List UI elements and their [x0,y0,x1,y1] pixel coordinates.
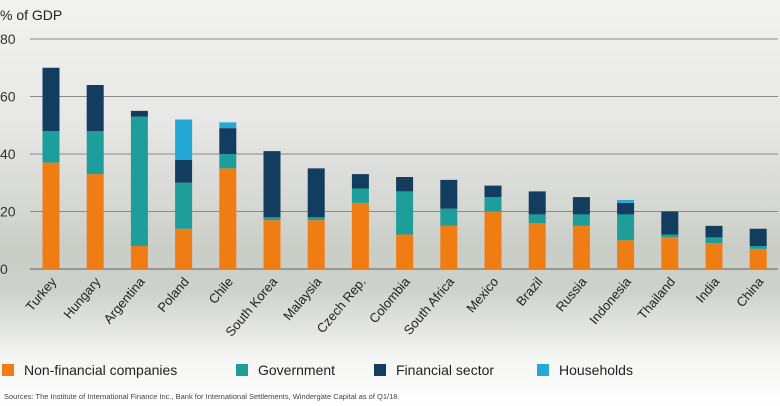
bar-segment [617,240,635,269]
legend-swatch [537,364,549,376]
x-tick-label: Poland [154,274,192,315]
x-tick-label: Turkey [23,274,60,314]
x-tick-label: India [693,274,723,306]
x-tick-label: Mexico [463,274,501,315]
y-axis-tick-labels: 0 20 40 60 80 [0,31,16,277]
legend-swatch [236,364,248,376]
legend-item: Government [236,362,335,378]
y-tick-label: 0 [0,261,8,277]
bar-segment [572,214,590,226]
bar-segment [661,211,679,235]
bar-segment [484,211,502,269]
bar-segment [749,246,767,249]
bar-segment [307,217,325,221]
bar-segment [572,225,590,269]
bar-segment [705,243,723,269]
bar-segment [440,208,458,226]
bar-segment [307,220,325,269]
x-tick-label: Russia [553,274,591,315]
y-tick-label: 60 [0,89,16,105]
bar-segment [86,131,104,175]
source-note: Sources: The Institute of International … [4,392,400,401]
bar-segment [263,220,281,269]
bar-segment [219,128,237,154]
bar-segment [396,177,414,192]
bar-segment [42,131,60,163]
legend-swatch [374,364,386,376]
bar-segment [528,191,546,215]
bar-segment [484,197,502,212]
y-tick-label: 20 [0,204,16,220]
bar-segment [351,202,369,269]
legend-label: Non-financial companies [24,362,178,378]
y-axis-label: % of GDP [0,7,62,23]
bar-segment [130,110,148,117]
bar-segment [661,237,679,269]
bar-segment [396,191,414,235]
bar-segment [440,225,458,269]
bar-segment [42,162,60,269]
bar-segment [528,223,546,269]
legend-item: Households [537,362,633,378]
bar-segment [42,67,60,131]
legend-swatch [2,364,14,376]
y-tick-label: 40 [0,146,16,162]
legend-label: Government [258,362,336,378]
legend-label: Households [559,362,633,378]
legend-item: Financial sector [374,362,494,378]
bar-segment [572,197,590,215]
bar-segment [617,202,635,215]
bar-segment [617,200,635,203]
bar-segment [617,214,635,241]
bars [42,67,767,269]
y-tick-label: 80 [0,31,16,47]
bar-segment [307,168,325,218]
legend-item: Non-financial companies [2,362,177,378]
bar-segment [130,116,148,246]
bar-segment [219,154,237,169]
x-tick-label: Argentina [100,274,148,327]
bar-segment [175,228,193,269]
bar-segment [396,234,414,269]
stacked-bar-chart: 0 20 40 60 80 % of GDP Turkey HungaryArgentin… [0,7,778,340]
bar-segment [219,122,237,129]
x-tick-label: China [733,274,767,310]
x-tick-label: Colombia [366,274,413,326]
bar-segment [351,174,369,189]
bar-segment [749,248,767,269]
bar-segment [351,188,369,203]
x-tick-label: Brazil [513,274,545,309]
bar-segment [661,234,679,238]
bar-segment [749,228,767,246]
x-tick-label: Chile [206,274,237,306]
bar-segment [263,151,281,218]
x-tick-label: Indonesia [586,274,634,327]
legend: Non-financial companies Government Financi… [0,362,780,384]
legend-label: Financial sector [396,362,495,378]
bar-segment [86,174,104,269]
bar-segment [705,237,723,244]
bar-segment [175,182,193,229]
bar-segment [130,246,148,269]
bar-segment [484,185,502,198]
bar-segment [86,85,104,131]
bar-segment [528,214,546,223]
bar-segment [175,119,193,160]
bar-segment [219,168,237,269]
x-tick-label: Malaysia [280,274,325,324]
bar-segment [175,159,193,183]
bar-segment [263,217,281,221]
bar-segment [705,225,723,238]
bar-segment [440,179,458,209]
x-tick-label: Thailand [635,274,679,322]
x-tick-label: Hungary [60,274,103,322]
